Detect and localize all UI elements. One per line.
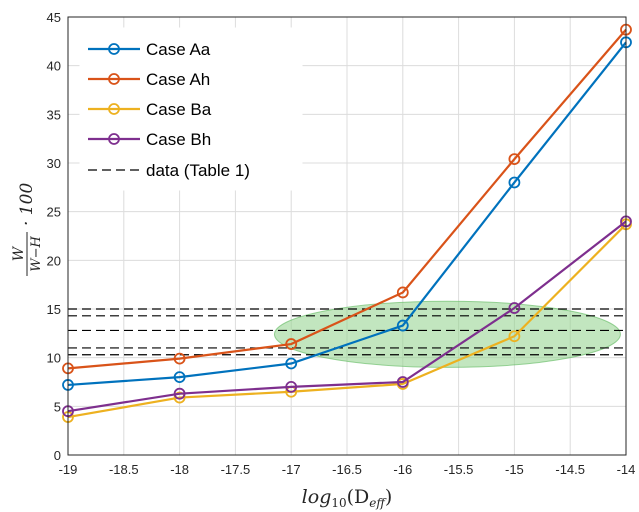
y-tick-label: 35 bbox=[47, 107, 61, 122]
x-tick-label: -19 bbox=[59, 462, 78, 477]
y-tick-label: 30 bbox=[47, 156, 61, 171]
data-point bbox=[285, 338, 298, 350]
legend-swatch-marker bbox=[108, 73, 120, 85]
legend-swatch-marker bbox=[108, 103, 120, 115]
legend: Case Aa Case Ah Case Ba Case Bh data (Table … bbox=[79, 27, 303, 191]
data-point bbox=[173, 387, 186, 400]
data-point bbox=[508, 330, 521, 343]
series-line bbox=[67, 223, 627, 419]
x-tick-label: -18 bbox=[170, 462, 189, 477]
data-point bbox=[396, 319, 409, 332]
data-point bbox=[173, 352, 186, 365]
series-line bbox=[67, 28, 627, 370]
legend-entry-label: Case Aa bbox=[146, 40, 211, 59]
data-point bbox=[396, 376, 409, 388]
legend-entry-label: Case Ah bbox=[146, 70, 210, 89]
highlight-ellipse-layer bbox=[273, 300, 621, 368]
x-tick-label: -16 bbox=[393, 462, 412, 477]
x-axis-label: log10(Deff) bbox=[302, 486, 393, 510]
y-tick-label: 20 bbox=[47, 253, 61, 268]
x-tick-label: -15.5 bbox=[444, 462, 474, 477]
legend-entry-label: Case Ba bbox=[146, 100, 212, 119]
y-tick-label: 45 bbox=[47, 10, 61, 25]
series-layer bbox=[62, 23, 632, 423]
y-tick-label: 10 bbox=[47, 351, 61, 366]
series-line bbox=[67, 41, 627, 387]
data-point bbox=[508, 153, 521, 166]
data-point bbox=[285, 380, 298, 393]
x-tick-labels: -19 -18.5 -18 -17.5 -17 -16.5 -16 -15.5 -15 -14.5… bbox=[59, 462, 636, 477]
legend-swatch-marker bbox=[108, 43, 120, 55]
x-tick-label: -14 bbox=[617, 462, 636, 477]
x-tick-label: -18.5 bbox=[109, 462, 139, 477]
data-point bbox=[508, 176, 521, 189]
y-tick-label: 5 bbox=[54, 399, 61, 414]
legend-swatch-marker bbox=[108, 133, 120, 145]
series-line bbox=[67, 220, 627, 413]
y-axis-label: W W−H · 100 bbox=[11, 183, 44, 276]
x-tick-label: -15 bbox=[505, 462, 524, 477]
highlight-ellipse bbox=[273, 300, 621, 368]
y-label-tail: · 100 bbox=[17, 183, 37, 226]
y-tick-label: 15 bbox=[47, 302, 61, 317]
x-label-sub: 10 bbox=[331, 496, 346, 510]
legend-entry-label: Case Bh bbox=[146, 130, 211, 149]
data-point bbox=[508, 302, 521, 314]
x-label-arg: (D bbox=[347, 486, 370, 508]
x-tick-label: -14.5 bbox=[555, 462, 585, 477]
y-tick-label: 40 bbox=[47, 59, 61, 74]
x-tick-label: -17 bbox=[282, 462, 301, 477]
x-tick-label: -16.5 bbox=[332, 462, 362, 477]
y-label-numerator: W bbox=[11, 245, 27, 261]
x-label-argsub: eff bbox=[369, 496, 387, 510]
y-tick-label: 0 bbox=[54, 448, 61, 463]
x-tick-label: -17.5 bbox=[221, 462, 251, 477]
plot-frame bbox=[67, 16, 627, 456]
y-tick-label: 25 bbox=[47, 205, 61, 220]
data-point bbox=[173, 371, 186, 384]
x-label-close: ) bbox=[385, 486, 392, 508]
data-point bbox=[396, 286, 409, 299]
y-label-denominator: W−H bbox=[29, 236, 44, 272]
data-point bbox=[285, 357, 298, 370]
legend-entry-label: data (Table 1) bbox=[146, 161, 250, 180]
reference-lines bbox=[68, 308, 626, 356]
y-tick-labels: 0 5 10 15 20 25 30 35 40 45 bbox=[47, 10, 61, 463]
data-point bbox=[173, 391, 186, 404]
x-label-main: log bbox=[302, 486, 332, 508]
